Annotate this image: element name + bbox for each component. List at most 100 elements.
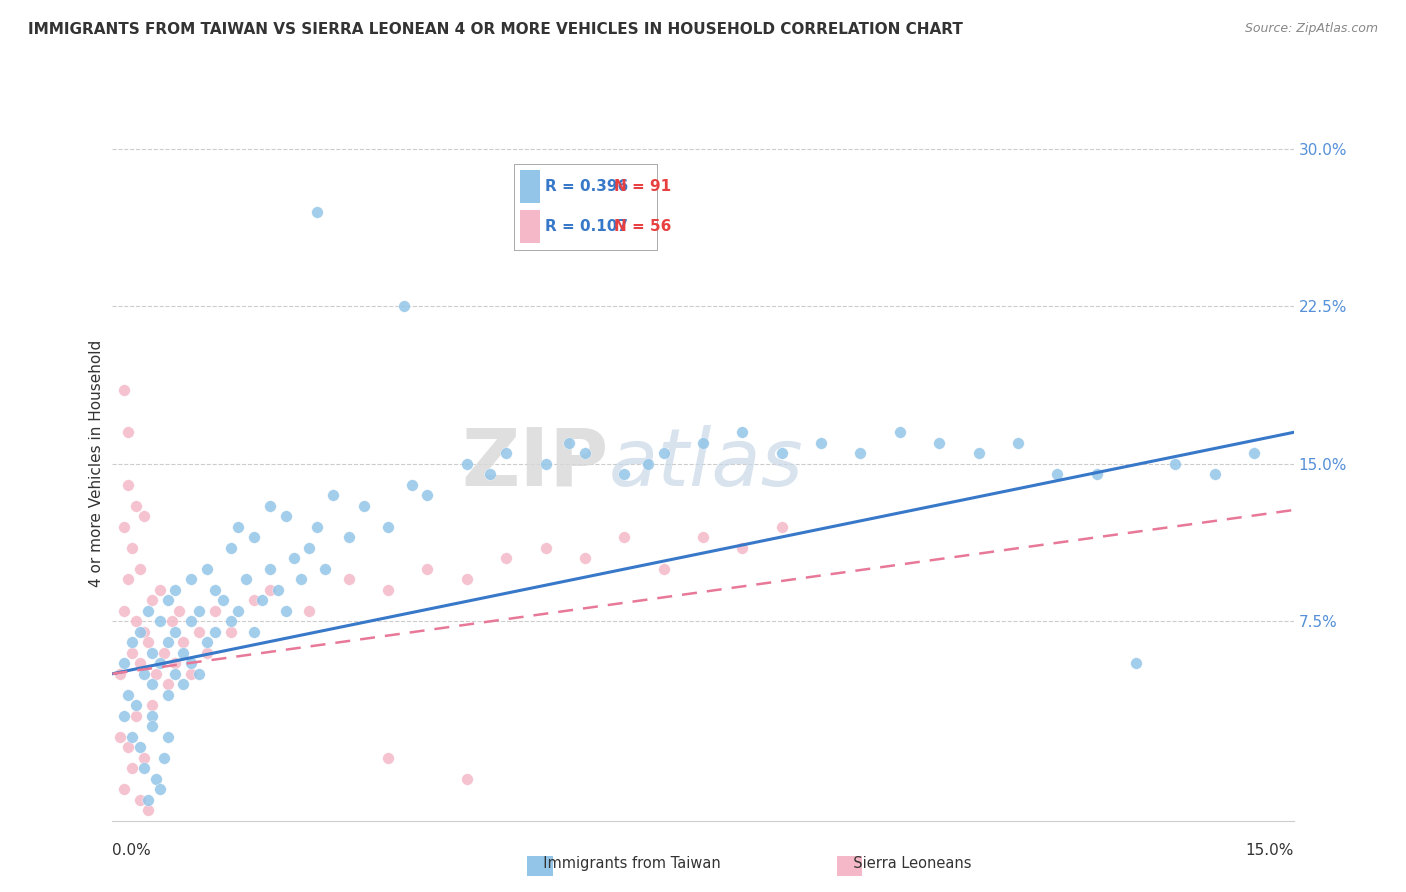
Point xyxy=(195,635,218,649)
Point xyxy=(353,499,375,513)
Text: ZIP: ZIP xyxy=(461,425,609,503)
Point xyxy=(121,541,143,555)
Point xyxy=(121,761,143,775)
Point xyxy=(574,551,596,566)
Point xyxy=(132,761,155,775)
Point xyxy=(149,782,172,797)
Point xyxy=(141,677,163,691)
Point xyxy=(456,572,478,586)
Point xyxy=(652,562,675,576)
Point xyxy=(307,205,329,219)
Point xyxy=(243,530,266,544)
Point xyxy=(136,792,159,806)
Text: 0.0%: 0.0% xyxy=(112,843,152,858)
Point xyxy=(259,499,281,513)
Point xyxy=(125,614,148,628)
Point xyxy=(250,593,273,607)
Point xyxy=(637,457,659,471)
Point xyxy=(534,541,557,555)
Point xyxy=(172,646,194,660)
Point xyxy=(117,478,139,492)
Point xyxy=(141,719,163,733)
Point xyxy=(259,562,281,576)
Point xyxy=(165,582,187,597)
Point xyxy=(416,562,439,576)
Point xyxy=(228,604,250,618)
Point xyxy=(141,698,163,713)
Point xyxy=(770,520,793,534)
Point xyxy=(112,782,135,797)
Point xyxy=(211,593,233,607)
Point xyxy=(112,520,135,534)
Text: R = 0.107: R = 0.107 xyxy=(546,219,628,234)
Point xyxy=(416,488,439,502)
Text: Immigrants from Taiwan: Immigrants from Taiwan xyxy=(534,856,721,871)
Point xyxy=(129,624,152,639)
Point xyxy=(195,646,218,660)
Point xyxy=(1046,467,1069,482)
Point xyxy=(314,562,336,576)
Point xyxy=(136,635,159,649)
Text: N = 56: N = 56 xyxy=(614,219,672,234)
Point xyxy=(152,750,174,764)
Point xyxy=(160,614,183,628)
Point xyxy=(132,624,155,639)
Point xyxy=(1164,457,1187,471)
Point xyxy=(770,446,793,460)
Point xyxy=(692,435,714,450)
Point xyxy=(377,750,399,764)
Point xyxy=(1243,446,1265,460)
Point xyxy=(125,708,148,723)
Point xyxy=(243,593,266,607)
Point xyxy=(377,520,399,534)
Point xyxy=(121,730,143,744)
Point xyxy=(145,666,167,681)
Point xyxy=(152,646,174,660)
Point xyxy=(112,384,135,398)
Point xyxy=(377,582,399,597)
Point xyxy=(188,604,211,618)
Point xyxy=(117,688,139,702)
Point xyxy=(125,698,148,713)
Point xyxy=(180,657,202,671)
Point xyxy=(117,572,139,586)
Point xyxy=(112,657,135,671)
Point xyxy=(121,646,143,660)
Text: Source: ZipAtlas.com: Source: ZipAtlas.com xyxy=(1244,22,1378,36)
Point xyxy=(967,446,990,460)
Point xyxy=(110,730,132,744)
Point xyxy=(290,572,312,586)
Text: 15.0%: 15.0% xyxy=(1246,843,1294,858)
Point xyxy=(117,740,139,755)
Point xyxy=(1204,467,1226,482)
Point xyxy=(141,708,163,723)
Point xyxy=(1085,467,1108,482)
Point xyxy=(129,657,152,671)
Point xyxy=(204,604,226,618)
Point xyxy=(141,646,163,660)
Point xyxy=(132,666,155,681)
Point xyxy=(165,624,187,639)
Point xyxy=(136,604,159,618)
Point xyxy=(132,509,155,524)
Point xyxy=(145,772,167,786)
Point xyxy=(219,614,242,628)
Point xyxy=(112,604,135,618)
Point xyxy=(810,435,832,450)
Point xyxy=(156,635,179,649)
Point xyxy=(392,300,415,314)
Point xyxy=(456,772,478,786)
Point xyxy=(337,572,360,586)
Point xyxy=(228,520,250,534)
Point xyxy=(534,457,557,471)
Point xyxy=(129,792,152,806)
Point xyxy=(613,467,636,482)
Text: IMMIGRANTS FROM TAIWAN VS SIERRA LEONEAN 4 OR MORE VEHICLES IN HOUSEHOLD CORRELA: IMMIGRANTS FROM TAIWAN VS SIERRA LEONEAN… xyxy=(28,22,963,37)
Point xyxy=(692,530,714,544)
Text: atlas: atlas xyxy=(609,425,803,503)
Point xyxy=(165,666,187,681)
Point xyxy=(141,593,163,607)
Point xyxy=(169,604,191,618)
Point xyxy=(267,582,290,597)
Point xyxy=(165,657,187,671)
